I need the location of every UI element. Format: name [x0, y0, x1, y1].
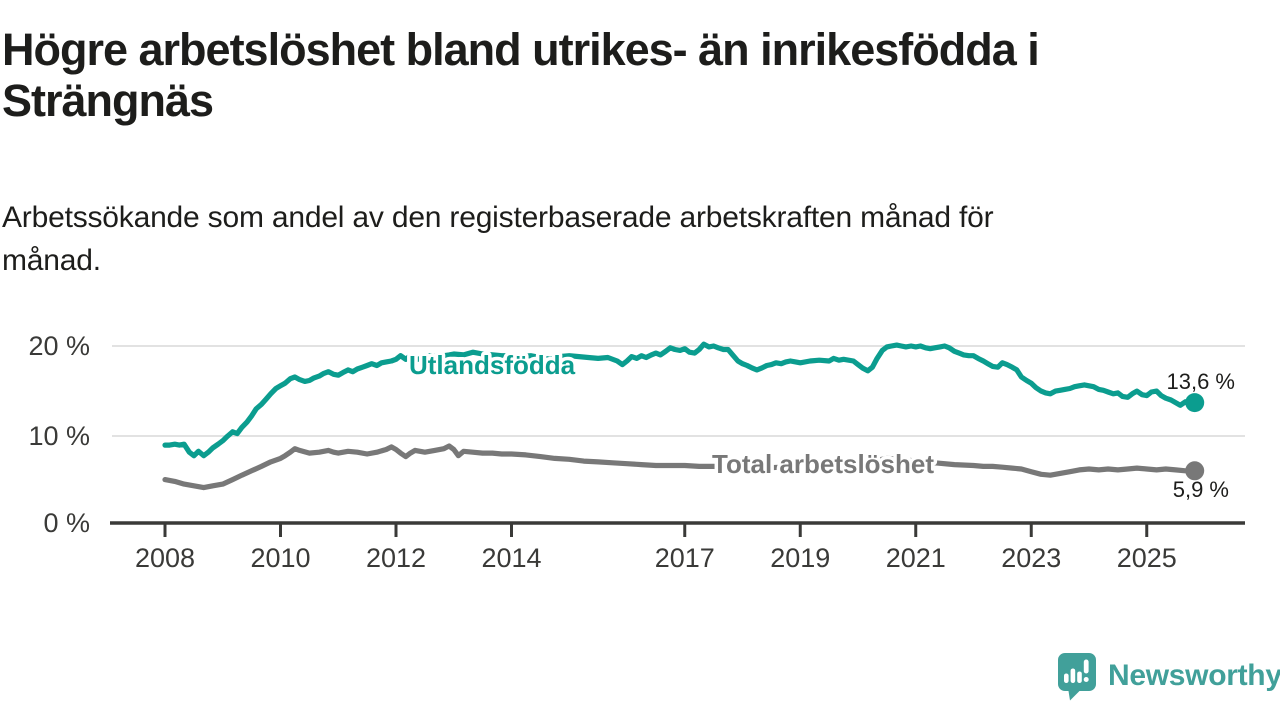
- utlandsfodda-end-dot: [1185, 393, 1205, 413]
- utlandsfodda-value-label: 13,6 %: [1167, 369, 1236, 394]
- x-axis-tick-label: 2010: [250, 543, 310, 573]
- x-axis-tick-label: 2012: [366, 543, 426, 573]
- total-arbetsloshet-line: [162, 443, 1198, 491]
- page-title-line2: Strängnäs: [2, 75, 214, 126]
- newsworthy-wordmark: Newsworthy: [1108, 659, 1280, 692]
- x-axis-tick-label: 2019: [770, 543, 830, 573]
- total-arbetsloshet-series-label: Total arbetslöshet: [712, 449, 934, 479]
- page-title-line1: Högre arbetslöshet bland utrikes- än inr…: [2, 24, 1040, 75]
- newsworthy-logo: Newsworthy: [1058, 653, 1280, 701]
- x-axis-ticks: 2008 2010 2012 2014 2017 2019 2021 2023 2025: [135, 523, 1177, 573]
- x-axis-tick-label: 2017: [655, 543, 715, 573]
- utlandsfodda-line: [162, 341, 1198, 459]
- x-axis-tick-label: 2021: [886, 543, 946, 573]
- total-arbetsloshet-value-label: 5,9 %: [1173, 477, 1229, 502]
- x-axis-tick-label: 2023: [1001, 543, 1061, 573]
- x-axis-tick-label: 2014: [481, 543, 541, 573]
- chart-subtitle-line2: månad.: [2, 244, 101, 277]
- utlandsfodda-series-label: Utlandsfödda: [409, 350, 576, 380]
- total-arbetsloshet-end-dot: [1185, 461, 1205, 481]
- y-axis-label-0: 0 %: [43, 508, 90, 538]
- y-axis-label-20: 20 %: [28, 331, 90, 361]
- bar-chart-speech-bubble-icon: [1058, 653, 1096, 701]
- chart-subtitle-line1: Arbetssökande som andel av den registerb…: [2, 201, 994, 234]
- chart-subtitle: Arbetssökande som andel av den registerb…: [2, 196, 1272, 282]
- page-title: Högre arbetslöshet bland utrikes- än inr…: [2, 24, 1272, 126]
- x-axis-tick-label: 2025: [1117, 543, 1177, 573]
- y-axis-label-10: 10 %: [28, 421, 90, 451]
- x-axis-tick-label: 2008: [135, 543, 195, 573]
